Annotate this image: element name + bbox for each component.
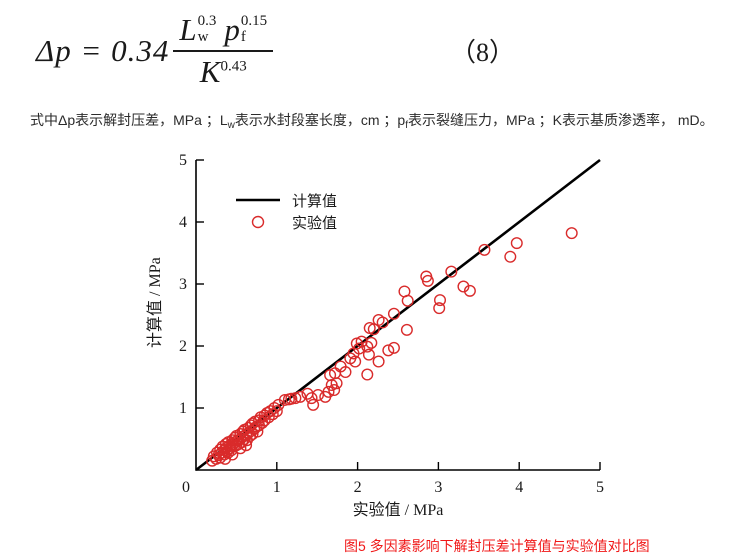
scatter-point bbox=[433, 302, 446, 315]
desc-sub-f: f bbox=[405, 120, 408, 131]
scatter-point bbox=[382, 344, 395, 357]
scatter-point bbox=[339, 366, 352, 379]
scatter-point bbox=[322, 385, 335, 398]
scatter-point bbox=[376, 316, 389, 329]
x-tick-label: 0 bbox=[182, 479, 190, 496]
scatter-point bbox=[387, 307, 400, 320]
scatter-point bbox=[349, 355, 362, 368]
sub-p: f bbox=[240, 29, 246, 45]
scatter-point bbox=[258, 414, 271, 427]
scatter-point bbox=[372, 355, 385, 368]
y-axis-title: 计算值 / MPa bbox=[145, 257, 164, 348]
y-tick-label: 4 bbox=[179, 214, 187, 231]
scatter-point bbox=[266, 408, 279, 421]
scatter-point bbox=[294, 390, 307, 403]
scatter-point bbox=[268, 402, 281, 415]
scatter-chart: 0 1 2 3 4 5 1 2 3 4 5 实验值 / MPa 计算值 / MPa 计算值实验值 bbox=[140, 145, 618, 525]
scatter-point bbox=[504, 250, 517, 263]
scatter-point bbox=[353, 342, 366, 355]
coefficient: 0.34 bbox=[111, 33, 170, 68]
x-tick-label: 3 bbox=[434, 479, 442, 496]
scatter-point bbox=[361, 368, 374, 381]
var-p: p bbox=[224, 12, 240, 47]
var-L: L bbox=[179, 12, 197, 47]
scatter-point bbox=[478, 243, 491, 256]
scatter-point bbox=[289, 392, 302, 405]
scatter-point bbox=[312, 388, 325, 401]
delta-p: Δp bbox=[36, 33, 72, 68]
scatter-point bbox=[361, 340, 374, 353]
scatter-point bbox=[400, 323, 413, 336]
scatter-point bbox=[365, 336, 378, 349]
scatter-point bbox=[262, 411, 275, 424]
equation: Δp = 0.34 L 0.3 w p 0.15 f bbox=[36, 6, 274, 96]
x-axis-title: 实验值 / MPa bbox=[353, 501, 444, 519]
scatter-point bbox=[285, 392, 298, 405]
term-pf: p 0.15 f bbox=[224, 12, 267, 48]
scatter-point bbox=[463, 284, 476, 297]
equation-fraction: L 0.3 w p 0.15 f K0.43 bbox=[173, 12, 274, 90]
desc-sub-w: w bbox=[227, 120, 235, 131]
scatter-point bbox=[367, 323, 380, 336]
desc-part2: 表示水封段塞长度，cm ；p bbox=[234, 112, 406, 128]
exp-K: 0.43 bbox=[220, 58, 247, 75]
variable-description: 式中Δp表示解封压差，MPa ；Lw表示水封段塞长度，cm ；pf表示裂缝压力，… bbox=[30, 110, 736, 131]
x-tick-label: 2 bbox=[354, 479, 362, 496]
equals-sign: = bbox=[80, 33, 103, 68]
equation-lhs: Δp = 0.34 bbox=[36, 33, 169, 69]
scatter-point bbox=[307, 398, 320, 411]
scatter-point bbox=[305, 392, 318, 405]
scatter-point bbox=[401, 294, 414, 307]
sub-L: w bbox=[197, 29, 209, 45]
y-tick-label: 3 bbox=[179, 276, 187, 293]
scatter-point bbox=[362, 348, 375, 361]
exp-L: 0.3 bbox=[197, 13, 217, 30]
exp-p: 0.15 bbox=[240, 13, 268, 30]
x-tick-label: 4 bbox=[515, 479, 523, 496]
scatter-point bbox=[264, 405, 277, 418]
scatter-point bbox=[387, 341, 400, 354]
legend-circle-sample bbox=[251, 215, 265, 229]
y-tick-label: 5 bbox=[179, 152, 187, 169]
scatter-point bbox=[270, 405, 283, 418]
x-tick-label: 1 bbox=[273, 479, 281, 496]
fraction-numerator: L 0.3 w p 0.15 f bbox=[173, 12, 274, 52]
var-K: K bbox=[199, 54, 221, 89]
scatter-point bbox=[457, 280, 470, 293]
y-tick-label: 2 bbox=[179, 338, 187, 355]
figure-caption: 图5 多因素影响下解封压差计算值与实验值对比图 bbox=[344, 538, 650, 554]
fraction-denominator: K0.43 bbox=[200, 52, 247, 90]
scatter-point bbox=[510, 237, 523, 250]
scatter-point bbox=[445, 265, 458, 278]
scatter-point bbox=[328, 384, 341, 397]
equation-number: （8） bbox=[450, 38, 516, 67]
scatter-point bbox=[330, 377, 343, 390]
scatter-point bbox=[421, 274, 434, 287]
desc-part1: 式中Δp表示解封压差，MPa ；L bbox=[30, 112, 228, 128]
term-Lw: L 0.3 w bbox=[179, 12, 216, 48]
legend-label-experimental: 实验值 bbox=[292, 215, 337, 232]
desc-part3: 表示裂缝压力，MPa ；K表示基质渗透率， mD。 bbox=[407, 112, 714, 128]
scatter-point bbox=[565, 227, 578, 240]
scatter-point bbox=[434, 294, 447, 307]
legend-label-calculated: 计算值 bbox=[292, 192, 337, 210]
y-tick-label: 1 bbox=[179, 400, 187, 417]
x-tick-label: 5 bbox=[596, 479, 604, 496]
